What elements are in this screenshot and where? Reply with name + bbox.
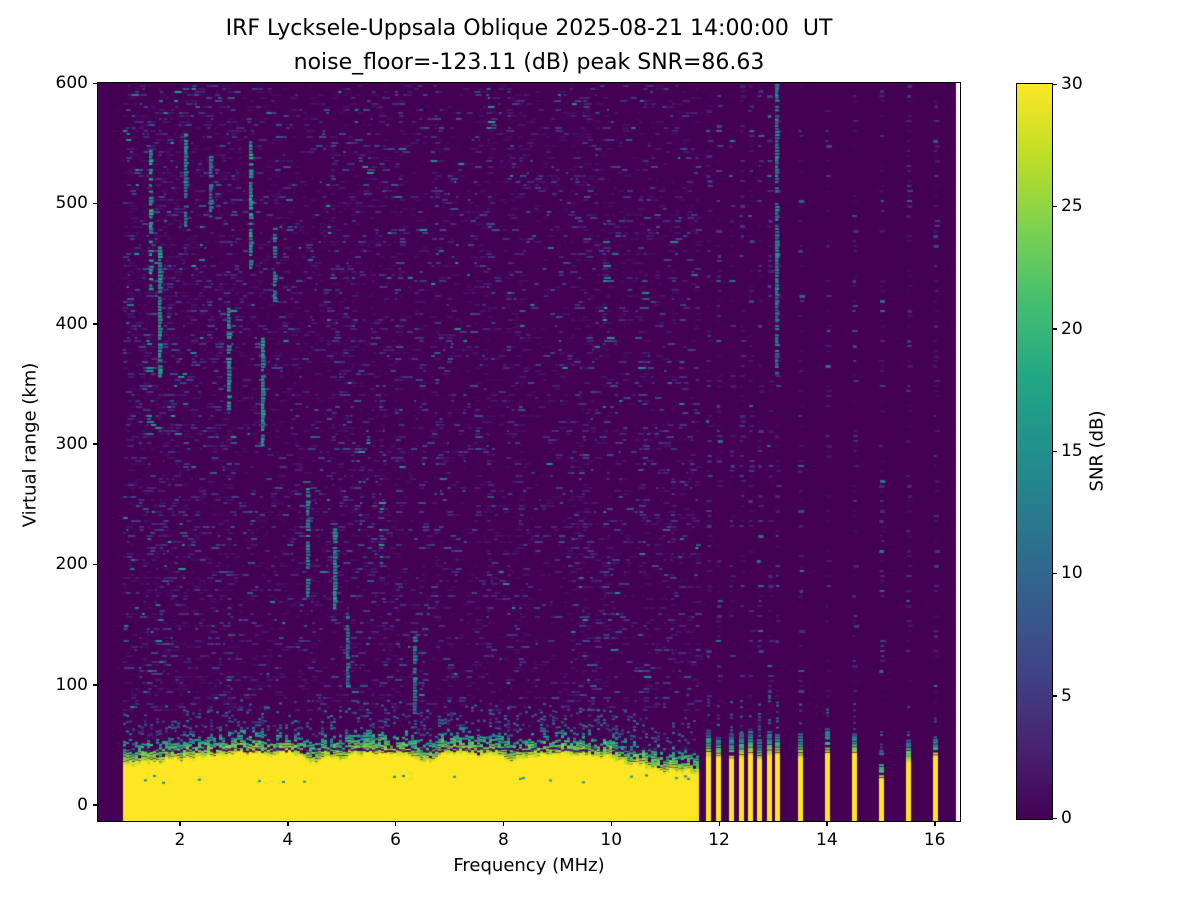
x-tick-mark (826, 822, 828, 826)
x-tick-label: 12 (708, 830, 730, 850)
colorbar-tick-label: 0 (1061, 808, 1072, 828)
y-tick-mark (93, 323, 97, 325)
plot-area (97, 82, 961, 822)
y-tick-mark (93, 804, 97, 806)
x-tick-mark (179, 822, 181, 826)
chart-subtitle: noise_floor=-123.11 (dB) peak SNR=86.63 (293, 50, 765, 75)
colorbar-tick-mark (1053, 83, 1057, 85)
x-tick-mark (395, 822, 397, 826)
x-tick-label: 6 (390, 830, 401, 850)
y-tick-label: 400 (55, 313, 88, 334)
colorbar-tick-mark (1053, 572, 1057, 575)
colorbar-tick-label: 5 (1061, 685, 1072, 706)
colorbar-tick-mark (1053, 328, 1057, 330)
colorbar-tick-label: 25 (1061, 196, 1083, 217)
x-tick-label: 14 (816, 830, 838, 850)
colorbar-gradient (1017, 84, 1052, 819)
y-tick-mark (93, 202, 97, 205)
colorbar-tick-mark (1053, 450, 1057, 452)
x-tick-mark (287, 822, 289, 826)
x-tick-label: 16 (923, 830, 946, 850)
y-tick-label: 300 (55, 433, 88, 454)
y-tick-label: 0 (77, 794, 88, 815)
y-tick-label: 200 (55, 554, 88, 575)
y-tick-label: 100 (55, 674, 88, 695)
colorbar (1016, 83, 1053, 820)
chart-title: IRF Lycksele-Uppsala Oblique 2025-08-21 … (225, 16, 833, 41)
y-tick-label: 500 (55, 193, 88, 214)
x-axis-label: Frequency (MHz) (453, 855, 605, 876)
x-tick-mark (718, 822, 720, 826)
y-tick-mark (93, 563, 97, 566)
colorbar-tick-label: 15 (1061, 441, 1083, 461)
x-tick-mark (610, 822, 613, 826)
y-tick-mark (93, 82, 97, 84)
x-tick-label: 8 (497, 830, 509, 850)
x-tick-label: 4 (282, 830, 294, 850)
colorbar-tick-mark (1053, 695, 1057, 697)
colorbar-tick-label: 30 (1061, 74, 1083, 94)
x-tick-label: 2 (174, 830, 186, 850)
x-tick-mark (934, 822, 936, 826)
colorbar-tick-mark (1053, 817, 1057, 819)
colorbar-tick-label: 10 (1061, 563, 1083, 584)
colorbar-tick-label: 20 (1061, 318, 1083, 339)
y-tick-mark (93, 443, 97, 445)
y-tick-label: 600 (55, 73, 88, 93)
x-tick-mark (502, 822, 505, 826)
heatmap-canvas (98, 83, 960, 821)
y-tick-mark (93, 684, 97, 686)
colorbar-tick-mark (1053, 205, 1057, 208)
x-tick-label: 10 (600, 830, 623, 850)
